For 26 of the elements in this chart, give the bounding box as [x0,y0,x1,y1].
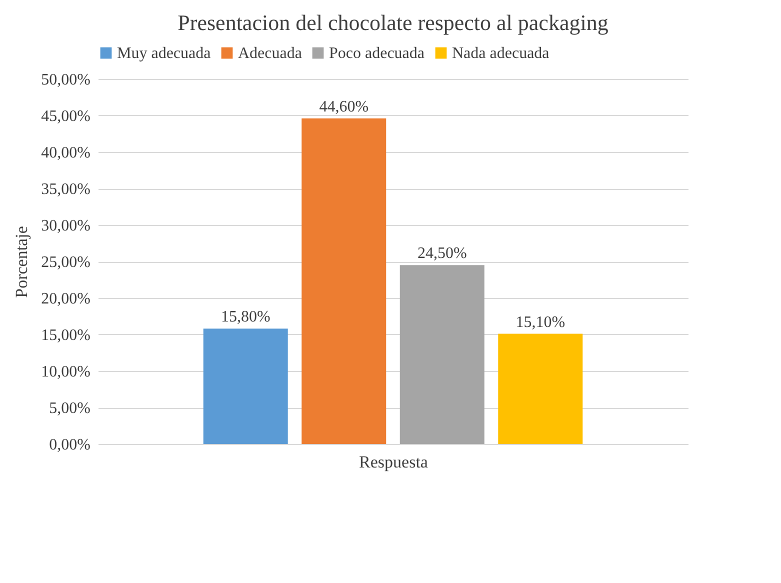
bar [400,265,484,444]
y-tick-label: 35,00% [41,181,90,198]
y-tick-label: 50,00% [41,72,90,88]
x-axis-title: Respuesta [359,452,428,472]
bar [498,334,583,444]
y-tick-label: 40,00% [41,144,90,162]
y-tick-label: 20,00% [41,290,90,308]
y-tick-label: 30,00% [41,218,90,234]
y-tick-label: 5,00% [49,400,90,417]
data-label: 15,10% [516,314,566,331]
y-axis-title: Porcentaje [12,226,32,298]
y-tick-label: 0,00% [49,436,90,454]
chart-title: Presentacion del chocolate respecto al packaging [178,10,608,35]
y-tick-label: 45,00% [41,108,90,125]
legend-label: Poco adecuada [329,45,425,62]
data-label: 44,60% [319,98,369,116]
bar [203,328,288,444]
data-label: 24,50% [417,245,467,262]
y-tick-label: 25,00% [41,254,90,271]
bar [302,118,386,444]
legend-label: Nada adecuada [452,45,550,62]
y-tick-label: 10,00% [41,364,90,380]
legend-label: Muy adecuada [117,45,211,62]
y-tick-label: 15,00% [41,327,90,344]
data-label: 15,80% [220,308,270,326]
legend-label: Adecuada [238,45,302,62]
